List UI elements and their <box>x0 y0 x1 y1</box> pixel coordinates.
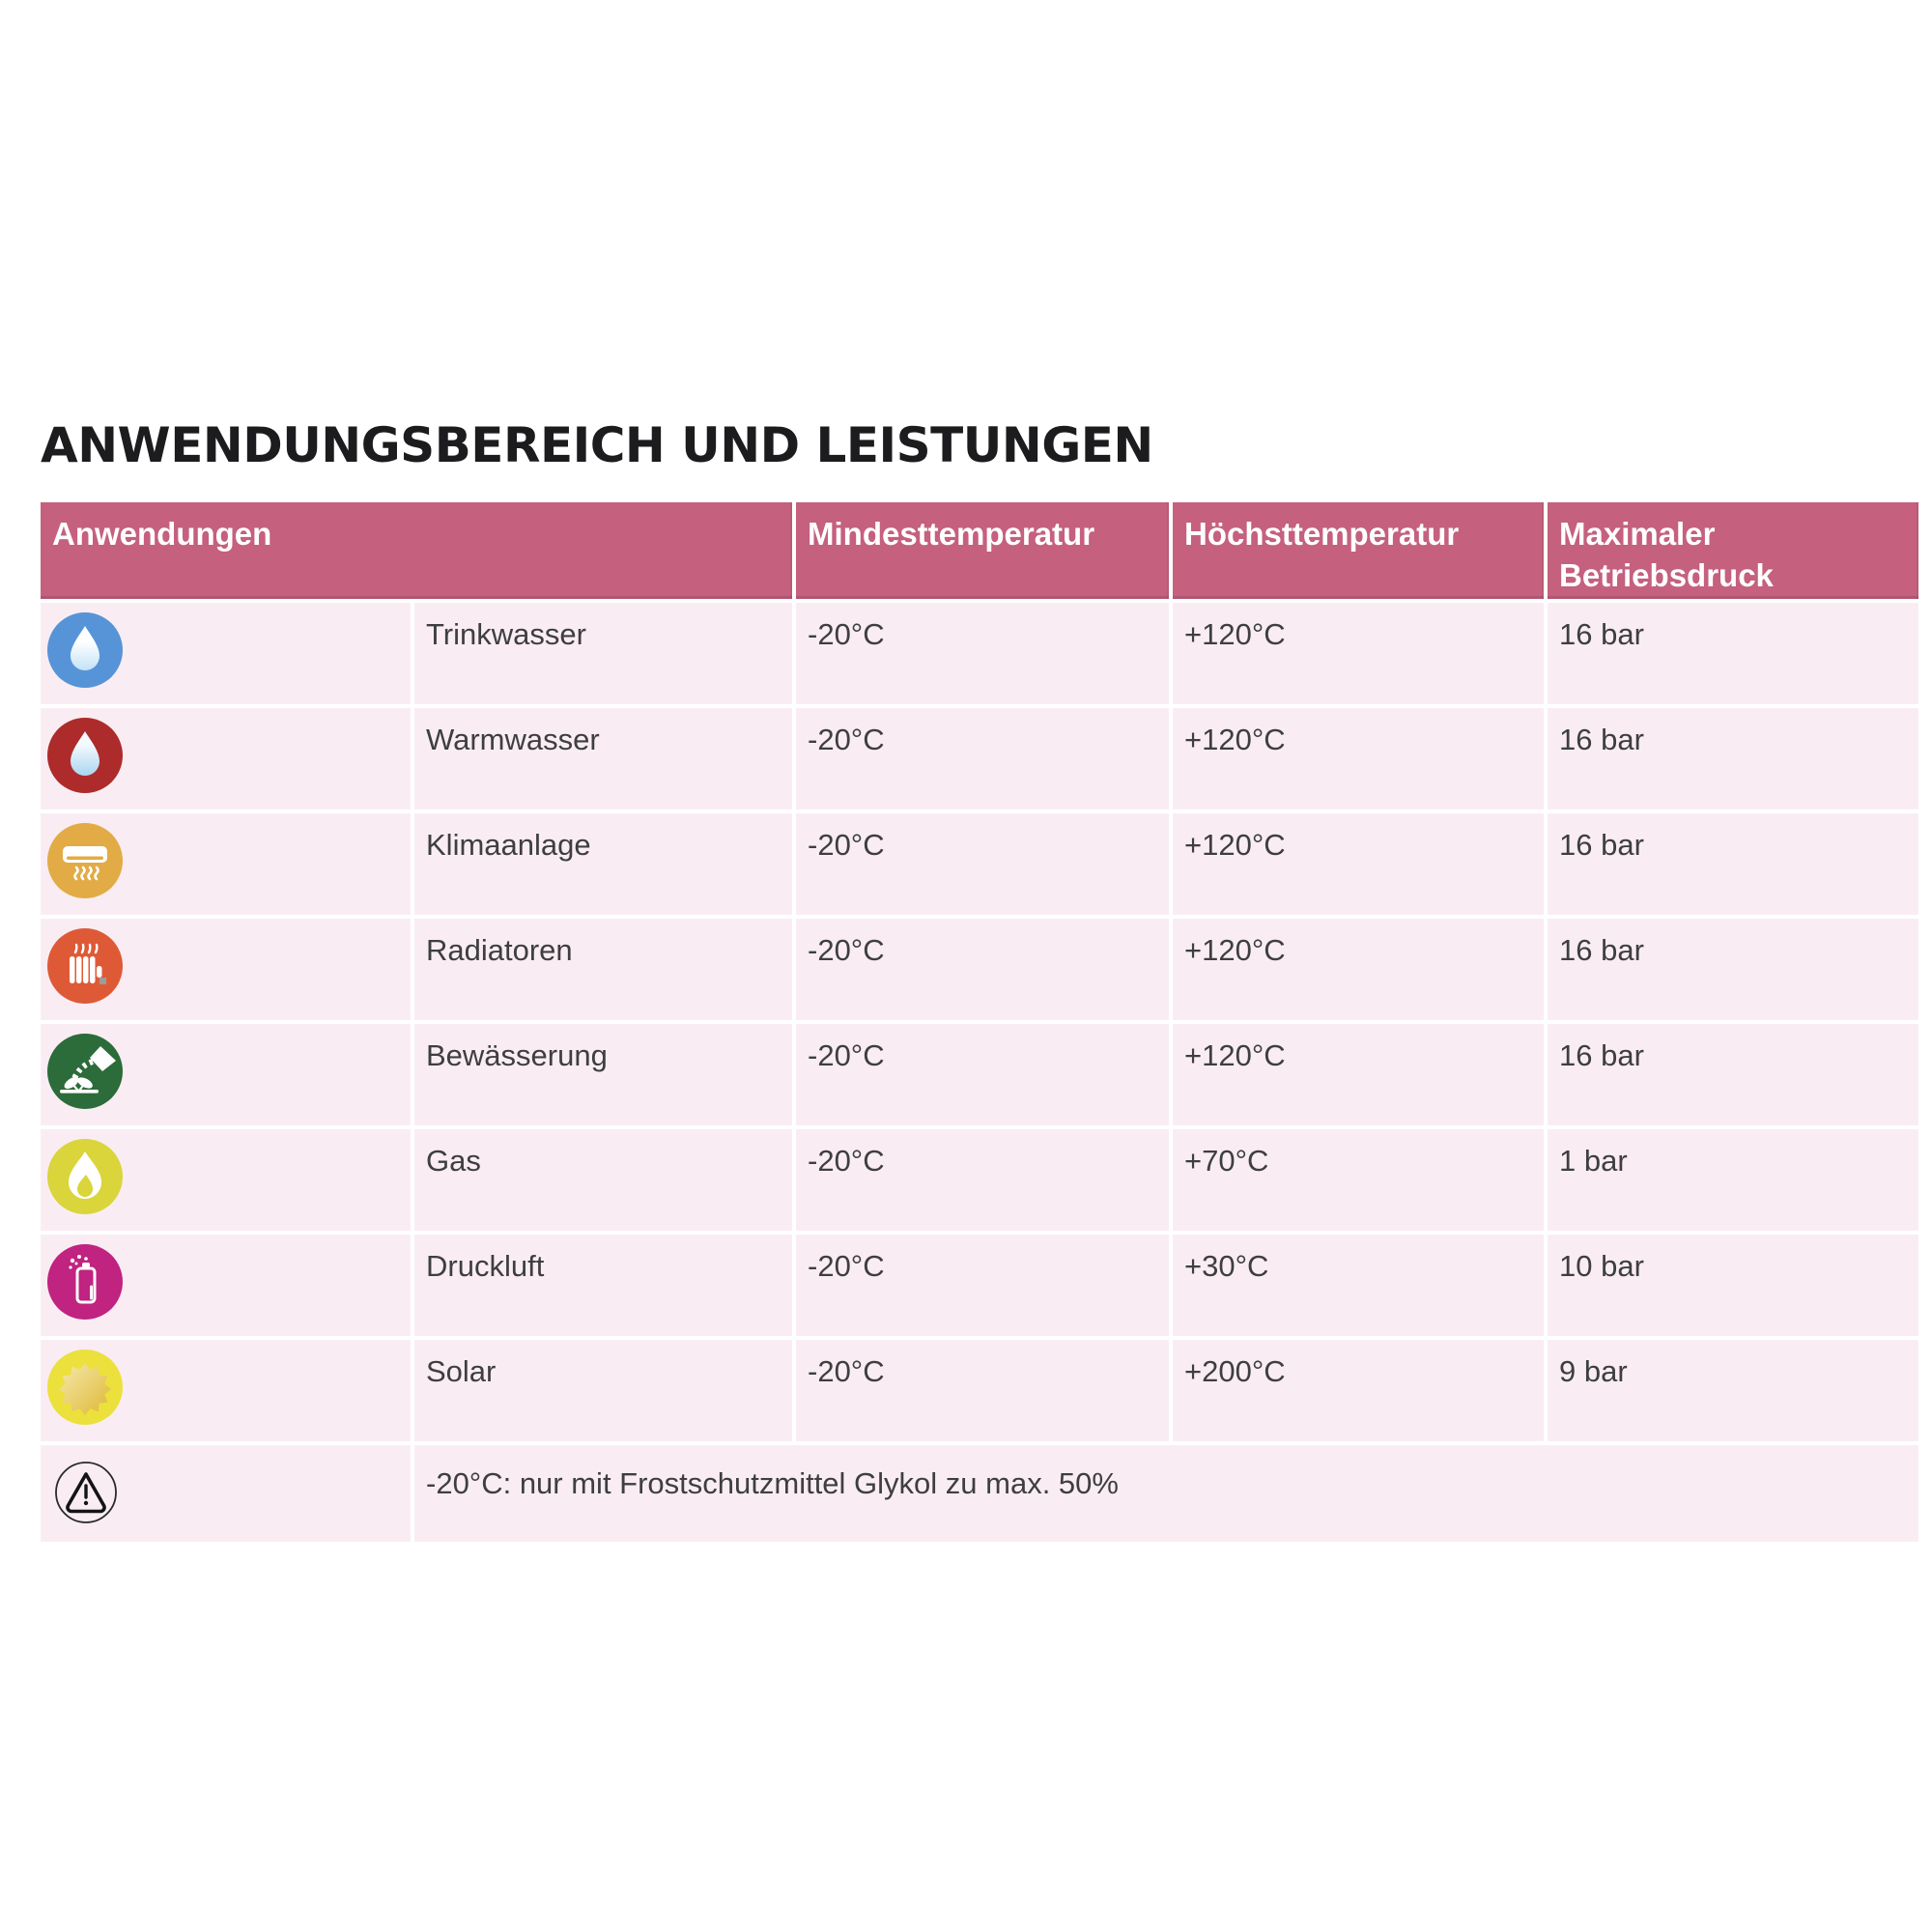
footnote-text: -20°C: nur mit Frostschutzmittel Glykol … <box>414 1445 1918 1542</box>
bewaesserung-icon-cell <box>41 1024 411 1125</box>
max-pressure-value: 10 bar <box>1548 1235 1918 1336</box>
max-temp-value: +70°C <box>1173 1129 1544 1231</box>
page-title: ANWENDUNGSBEREICH UND LEISTUNGEN <box>41 416 1153 473</box>
air-conditioner-icon <box>47 823 123 898</box>
hot-water-drop-icon <box>47 718 123 793</box>
application-label: Warmwasser <box>414 708 792 810</box>
header-maximaler-betriebsdruck: Maximaler Betriebsdruck <box>1548 502 1918 599</box>
application-label: Gas <box>414 1129 792 1231</box>
min-temp-value: -20°C <box>796 708 1169 810</box>
sun-icon <box>47 1350 123 1425</box>
max-pressure-value: 16 bar <box>1548 603 1918 704</box>
max-pressure-value: 16 bar <box>1548 813 1918 915</box>
footnote-icon-cell <box>41 1445 411 1542</box>
warning-triangle-icon <box>55 1462 117 1523</box>
header-anwendungen: Anwendungen <box>41 502 792 599</box>
druckluft-icon-cell <box>41 1235 411 1336</box>
application-label: Solar <box>414 1340 792 1441</box>
max-temp-value: +120°C <box>1173 603 1544 704</box>
min-temp-value: -20°C <box>796 1129 1169 1231</box>
warmwasser-icon-cell <box>41 708 411 810</box>
radiator-icon <box>47 928 123 1004</box>
flame-icon <box>47 1139 123 1214</box>
application-label: Bewässerung <box>414 1024 792 1125</box>
min-temp-value: -20°C <box>796 1340 1169 1441</box>
min-temp-value: -20°C <box>796 813 1169 915</box>
max-temp-value: +120°C <box>1173 919 1544 1020</box>
application-label: Druckluft <box>414 1235 792 1336</box>
application-label: Radiatoren <box>414 919 792 1020</box>
min-temp-value: -20°C <box>796 1235 1169 1336</box>
min-temp-value: -20°C <box>796 603 1169 704</box>
min-temp-value: -20°C <box>796 1024 1169 1125</box>
max-pressure-value: 16 bar <box>1548 1024 1918 1125</box>
header-hoechsttemperatur: Höchsttemperatur <box>1173 502 1544 599</box>
min-temp-value: -20°C <box>796 919 1169 1020</box>
gas-icon-cell <box>41 1129 411 1231</box>
max-pressure-value: 9 bar <box>1548 1340 1918 1441</box>
max-temp-value: +120°C <box>1173 813 1544 915</box>
solar-icon-cell <box>41 1340 411 1441</box>
max-temp-value: +30°C <box>1173 1235 1544 1336</box>
radiatoren-icon-cell <box>41 919 411 1020</box>
applications-table: Anwendungen Mindesttemperatur Höchsttemp… <box>41 502 1918 1542</box>
trinkwasser-icon-cell <box>41 603 411 704</box>
irrigation-icon <box>47 1034 123 1109</box>
application-label: Trinkwasser <box>414 603 792 704</box>
max-temp-value: +120°C <box>1173 1024 1544 1125</box>
max-temp-value: +120°C <box>1173 708 1544 810</box>
max-temp-value: +200°C <box>1173 1340 1544 1441</box>
header-mindesttemperatur: Mindesttemperatur <box>796 502 1169 599</box>
max-pressure-value: 16 bar <box>1548 919 1918 1020</box>
spray-can-icon <box>47 1244 123 1320</box>
water-drop-icon <box>47 612 123 688</box>
max-pressure-value: 1 bar <box>1548 1129 1918 1231</box>
max-pressure-value: 16 bar <box>1548 708 1918 810</box>
klimaanlage-icon-cell <box>41 813 411 915</box>
application-label: Klimaanlage <box>414 813 792 915</box>
